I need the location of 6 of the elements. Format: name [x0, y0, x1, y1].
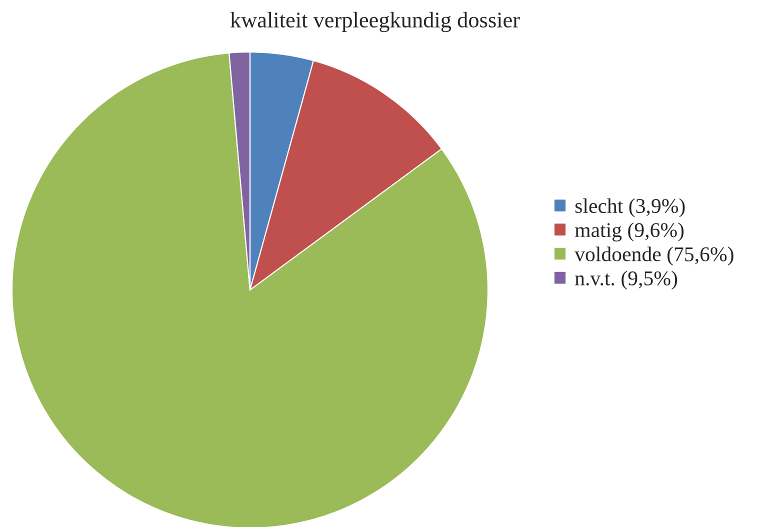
- chart-title: kwaliteit verpleegkundig dossier: [230, 12, 520, 32]
- legend-label: voldoende (75,6%): [574, 246, 734, 266]
- legend-label: slecht (3,9%): [575, 198, 685, 218]
- pie-slice: [11, 52, 489, 527]
- legend-label: n.v.t. (9,5%): [575, 270, 678, 290]
- legend-label: matig (9,6%): [575, 222, 684, 242]
